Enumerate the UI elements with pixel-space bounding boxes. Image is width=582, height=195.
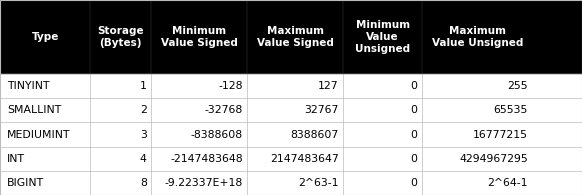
Text: TINYINT: TINYINT: [7, 81, 49, 91]
Text: MEDIUMINT: MEDIUMINT: [7, 129, 70, 140]
Text: 65535: 65535: [494, 105, 528, 115]
Text: Storage
(Bytes): Storage (Bytes): [97, 26, 144, 48]
Text: Maximum
Value Unsigned: Maximum Value Unsigned: [431, 26, 523, 48]
Text: -2147483648: -2147483648: [170, 154, 243, 164]
Bar: [0, 0, 582, 74]
Text: 32767: 32767: [304, 105, 339, 115]
Text: -8388608: -8388608: [190, 129, 243, 140]
Text: Maximum
Value Signed: Maximum Value Signed: [257, 26, 334, 48]
Text: 3: 3: [140, 129, 147, 140]
Text: -32768: -32768: [204, 105, 243, 115]
Text: SMALLINT: SMALLINT: [7, 105, 61, 115]
Text: 2: 2: [140, 105, 147, 115]
Text: 0: 0: [410, 81, 417, 91]
Text: BIGINT: BIGINT: [7, 178, 44, 188]
Text: 255: 255: [508, 81, 528, 91]
Text: 1: 1: [140, 81, 147, 91]
Text: 2^63-1: 2^63-1: [298, 178, 339, 188]
Bar: [0, 122, 582, 147]
Text: 8: 8: [140, 178, 147, 188]
Text: Type: Type: [31, 32, 59, 42]
Bar: [0, 98, 582, 122]
Text: 0: 0: [410, 154, 417, 164]
Text: 16777215: 16777215: [473, 129, 528, 140]
Text: 2^64-1: 2^64-1: [487, 178, 528, 188]
Text: 2147483647: 2147483647: [270, 154, 339, 164]
Text: 0: 0: [410, 129, 417, 140]
Text: 8388607: 8388607: [290, 129, 339, 140]
Text: 4: 4: [140, 154, 147, 164]
Text: 0: 0: [410, 178, 417, 188]
Text: 127: 127: [318, 81, 339, 91]
Text: Minimum
Value
Unsigned: Minimum Value Unsigned: [355, 20, 410, 54]
Text: 0: 0: [410, 105, 417, 115]
Bar: [0, 74, 582, 98]
Text: INT: INT: [7, 154, 25, 164]
Text: -128: -128: [218, 81, 243, 91]
Bar: [0, 147, 582, 171]
Text: 4294967295: 4294967295: [459, 154, 528, 164]
Text: Minimum
Value Signed: Minimum Value Signed: [161, 26, 238, 48]
Bar: [0, 171, 582, 195]
Text: -9.22337E+18: -9.22337E+18: [165, 178, 243, 188]
